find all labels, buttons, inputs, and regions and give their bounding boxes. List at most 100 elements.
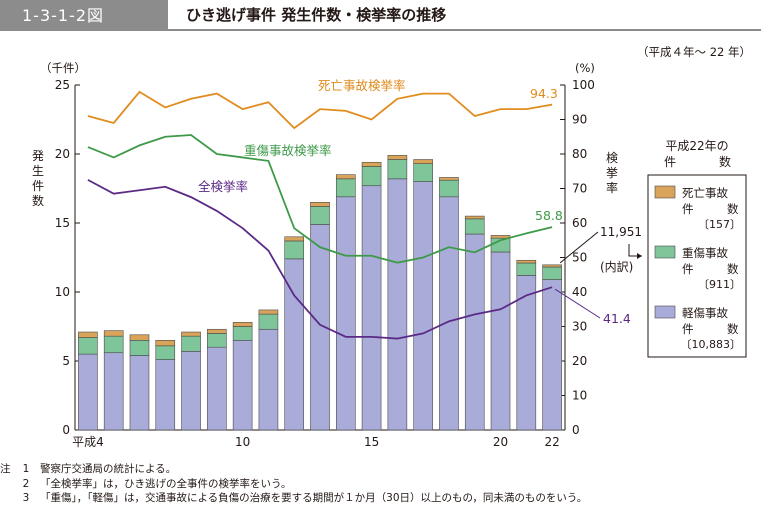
bar-segment	[258, 328, 279, 431]
note-lead-spacer	[0, 491, 18, 506]
series-line	[87, 179, 553, 340]
series-label: 全検挙率	[198, 179, 248, 194]
right-axis-unit: (%)	[575, 61, 595, 75]
bar-segment	[78, 337, 98, 355]
legend-swatch	[654, 305, 676, 319]
bar-segment	[155, 339, 176, 347]
right-tick-label: 40	[572, 285, 587, 299]
note-number: 3	[22, 492, 30, 504]
bar-segment	[129, 339, 150, 356]
bar-segment	[490, 251, 511, 431]
note-text: 「重傷」，「軽傷」は，交通事故による負傷の治療を要する期間が１か月（30日）以上…	[40, 492, 588, 504]
left-tick-label: 25	[55, 78, 70, 92]
left-axis-label-char: 生	[32, 164, 44, 178]
right-tick-label: 50	[572, 251, 587, 265]
bar-segment	[232, 339, 253, 431]
note-row: 注 1 警察庁交通局の統計による。	[0, 462, 587, 477]
right-axis-label-char: 率	[606, 180, 618, 195]
bar-segment	[335, 196, 356, 431]
end-label-total-rate: 41.4	[603, 311, 631, 326]
figure-number-badge: 1-3-1-2図	[0, 0, 168, 31]
bar-segment	[387, 159, 408, 180]
chart-area: 0 5 10 15 20 25 0 10 20 30 40 50 60 70 80 90 100 （千件） (%) 発…	[32, 61, 747, 449]
series-line	[87, 134, 553, 264]
bar-segment	[103, 352, 124, 431]
legend-item-char: 件	[682, 322, 694, 336]
bar-segment	[439, 196, 459, 431]
legend-item-char: 件	[682, 262, 694, 276]
bar-segment	[516, 259, 537, 264]
bar-segment	[103, 330, 124, 337]
bar-segment	[310, 206, 330, 225]
x-tick-label: 平成4	[72, 435, 104, 449]
legend-item-count: 〔10,883〕	[681, 338, 742, 351]
right-tick-label: 100	[572, 78, 595, 92]
left-axis-label-char: 数	[32, 193, 44, 208]
x-tick-label: 20	[493, 435, 508, 449]
bar-segment	[129, 334, 150, 341]
right-tick-label: 30	[572, 320, 587, 334]
end-label-serious-rate: 58.8	[535, 208, 563, 223]
note-number: 1	[22, 463, 30, 475]
end-label-total-cases: 11,951	[600, 225, 642, 239]
right-tick-label: 20	[572, 354, 587, 368]
bar-segment	[439, 177, 459, 181]
note-number: 2	[22, 477, 30, 490]
legend-bracket	[628, 244, 642, 257]
bar-segment	[361, 185, 382, 431]
right-tick-label: 80	[572, 147, 587, 161]
end-label-fatal-rate: 94.3	[530, 86, 558, 101]
note-text: 警察庁交通局の統計による。	[40, 463, 177, 475]
x-tick-label: 15	[364, 435, 379, 449]
legend-item-char: 件	[682, 202, 694, 216]
bar-segment	[361, 166, 382, 187]
bar-segment	[78, 353, 98, 431]
bar-segment	[413, 181, 433, 431]
pointer-total-cases	[559, 231, 599, 264]
bar-segment	[284, 236, 305, 242]
bar-segment	[232, 322, 253, 327]
legend-item-count: 〔911〕	[698, 278, 741, 291]
bar-segment	[439, 179, 459, 198]
series-line	[87, 90, 553, 130]
bar-segment	[181, 351, 201, 431]
legend-swatch	[654, 185, 676, 199]
bar-segment	[464, 215, 485, 220]
bar-segment	[155, 359, 176, 431]
legend-item-char: 数	[727, 322, 739, 336]
bar-segment	[413, 159, 433, 164]
bar-segment	[413, 163, 433, 182]
series-label: 重傷事故検挙率	[244, 143, 332, 158]
bar-segment	[542, 264, 562, 268]
period-label: （平成４年～ 22 年）	[637, 45, 751, 59]
left-tick-label: 10	[55, 285, 70, 299]
note-row: 3 「重傷」，「軽傷」は，交通事故による負傷の治療を要する期間が１か月（30日）…	[0, 491, 588, 506]
bar-segment	[284, 240, 305, 260]
bar-segment	[258, 309, 279, 315]
bar-segment	[78, 331, 98, 338]
bar-segment	[103, 335, 124, 354]
note-lead-spacer	[0, 477, 18, 492]
bar-segment	[387, 178, 408, 431]
legend-title-char: 数	[719, 154, 731, 169]
legend-title: 平成22年の	[665, 139, 728, 153]
left-tick-label: 15	[55, 216, 70, 230]
bar-segment	[335, 174, 356, 180]
left-tick-label: 20	[55, 147, 70, 161]
bar-segment	[516, 262, 537, 276]
series-label: 死亡事故検挙率	[318, 78, 406, 93]
legend-item-label: 重傷事故	[682, 246, 728, 260]
left-axis-label-char: 件	[32, 179, 44, 193]
note-lead: 注	[0, 463, 11, 475]
legend-bracket-arrow	[637, 253, 642, 259]
bar-segment	[129, 355, 150, 431]
bar-segment	[361, 161, 382, 167]
note-text: 「全検挙率」は，ひき逃げの全事件の検挙率をいう。	[40, 477, 292, 490]
bar-segment	[335, 178, 356, 198]
right-axis-label-char: 挙	[606, 166, 618, 180]
bar-segment	[232, 326, 253, 341]
right-tick-label: 10	[572, 389, 587, 403]
pointer-total-rate	[554, 288, 601, 319]
bar-segment	[464, 233, 485, 431]
left-axis-unit: （千件）	[40, 61, 86, 75]
